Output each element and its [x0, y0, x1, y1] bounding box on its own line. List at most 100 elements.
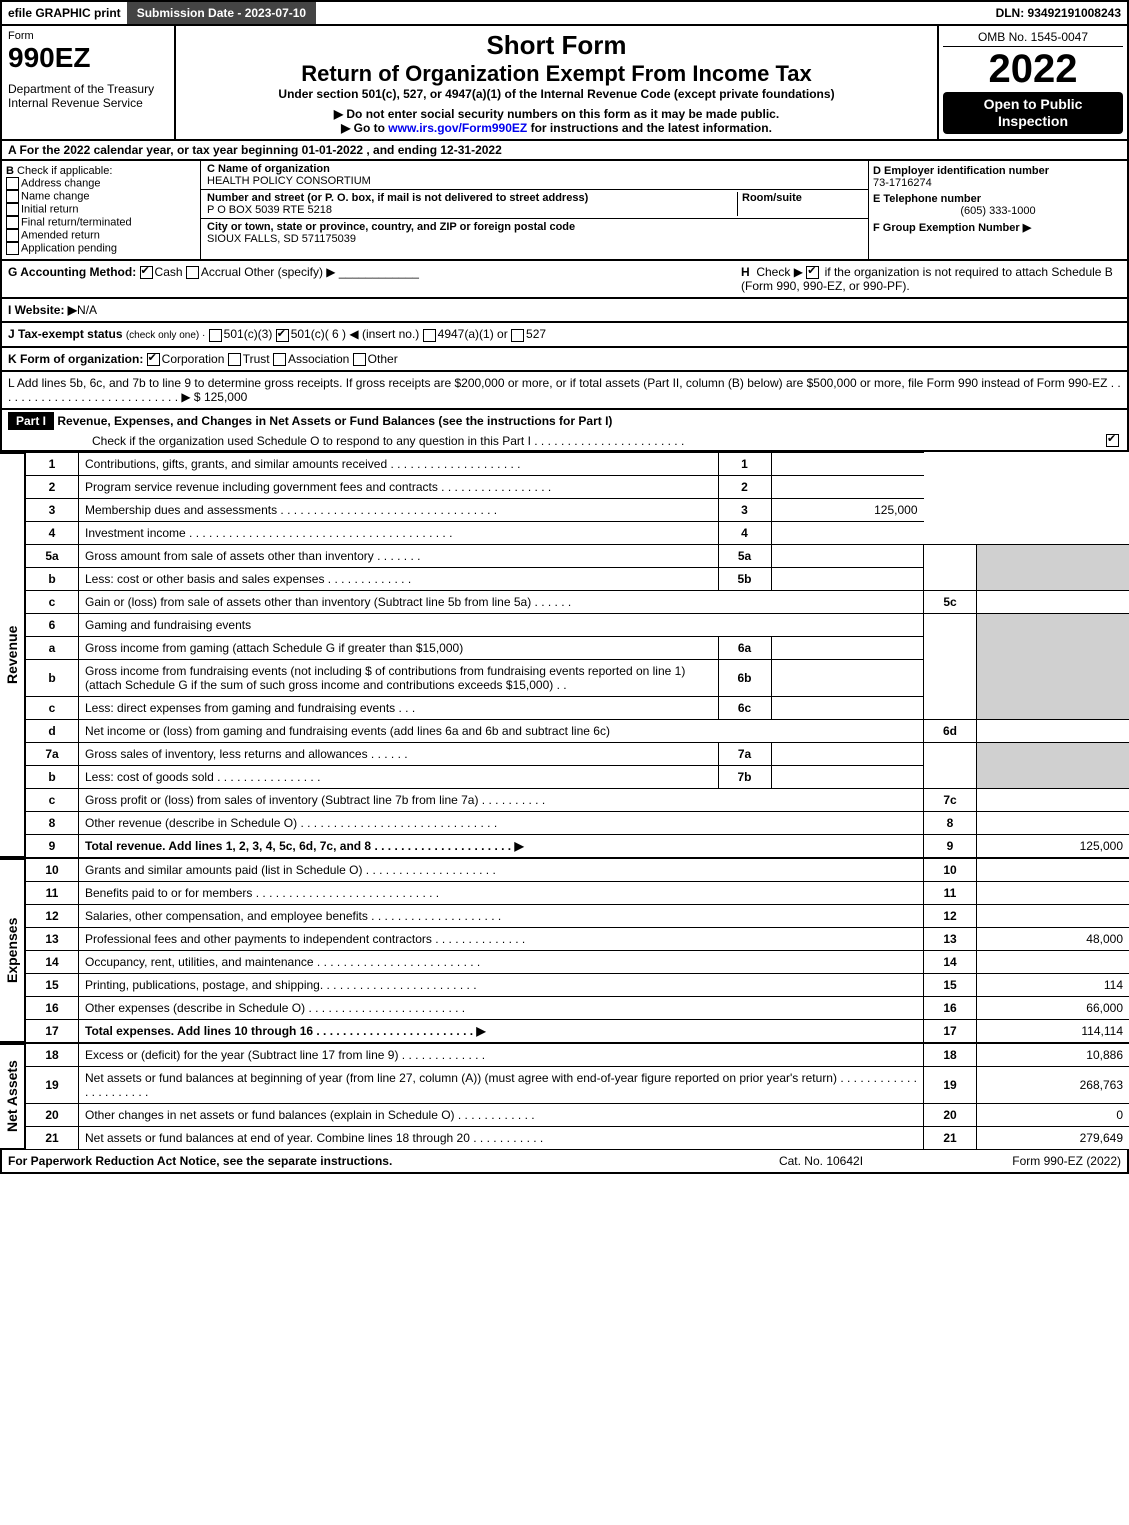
check-schedule-o-part-i[interactable]	[1106, 434, 1119, 447]
line-15: 15Printing, publications, postage, and s…	[26, 973, 1129, 996]
section-b-c-d: B Check if applicable: Address change Na…	[0, 161, 1129, 261]
check-final-return[interactable]	[6, 216, 19, 229]
group-exemption-label: F Group Exemption Number ▶	[873, 221, 1123, 234]
line-13: 13Professional fees and other payments t…	[26, 927, 1129, 950]
open-public-inspection: Open to Public Inspection	[943, 92, 1123, 134]
city-value: SIOUX FALLS, SD 571175039	[207, 233, 356, 245]
under-section: Under section 501(c), 527, or 4947(a)(1)…	[180, 87, 933, 101]
check-501c[interactable]	[276, 329, 289, 342]
omb-number: OMB No. 1545-0047	[943, 30, 1123, 47]
ssn-note: ▶ Do not enter social security numbers o…	[180, 107, 933, 121]
line-8: 8Other revenue (describe in Schedule O) …	[26, 811, 1129, 834]
footer: For Paperwork Reduction Act Notice, see …	[0, 1150, 1129, 1174]
check-schedule-b[interactable]	[806, 266, 819, 279]
phone-value: (605) 333-1000	[873, 205, 1123, 217]
check-address-change[interactable]	[6, 177, 19, 190]
line-20: 20Other changes in net assets or fund ba…	[26, 1103, 1129, 1126]
row-g-h: G Accounting Method: Cash Accrual Other …	[0, 261, 1129, 299]
line-12: 12Salaries, other compensation, and empl…	[26, 904, 1129, 927]
main-title: Return of Organization Exempt From Incom…	[180, 61, 933, 87]
row-l: L Add lines 5b, 6c, and 7b to line 9 to …	[0, 372, 1129, 410]
part-i-subtitle: Check if the organization used Schedule …	[92, 434, 1106, 448]
city-label: City or town, state or province, country…	[207, 221, 575, 233]
line-7c: cGross profit or (loss) from sales of in…	[26, 788, 1129, 811]
line-5a: 5aGross amount from sale of assets other…	[26, 544, 1129, 567]
section-d-e-f: D Employer identification number 73-1716…	[868, 161, 1127, 259]
check-name-change[interactable]	[6, 190, 19, 203]
irs-link[interactable]: www.irs.gov/Form990EZ	[388, 121, 527, 135]
revenue-table: 1Contributions, gifts, grants, and simil…	[26, 452, 1129, 858]
row-i: I Website: ▶N/A	[0, 299, 1129, 323]
phone-label: E Telephone number	[873, 193, 1123, 205]
website-value: N/A	[77, 303, 97, 317]
dept-irs: Internal Revenue Service	[8, 96, 168, 110]
check-other-org[interactable]	[353, 353, 366, 366]
form-center: Short Form Return of Organization Exempt…	[176, 26, 937, 139]
org-name: HEALTH POLICY CONSORTIUM	[207, 175, 371, 187]
net-assets-sidebar: Net Assets	[0, 1043, 26, 1150]
check-amended-return[interactable]	[6, 229, 19, 242]
line-16: 16Other expenses (describe in Schedule O…	[26, 996, 1129, 1019]
revenue-sidebar: Revenue	[0, 452, 26, 858]
line-17: 17Total expenses. Add lines 10 through 1…	[26, 1019, 1129, 1042]
tax-year: 2022	[943, 47, 1123, 92]
efile-print[interactable]: efile GRAPHIC print	[2, 4, 127, 22]
check-accrual[interactable]	[186, 266, 199, 279]
row-j: J Tax-exempt status (check only one) · 5…	[0, 323, 1129, 347]
line-9: 9Total revenue. Add lines 1, 2, 3, 4, 5c…	[26, 834, 1129, 857]
form-left: Form 990EZ Department of the Treasury In…	[2, 26, 176, 139]
line-14: 14Occupancy, rent, utilities, and mainte…	[26, 950, 1129, 973]
line-2: 2Program service revenue including gover…	[26, 475, 1129, 498]
street-value: P O BOX 5039 RTE 5218	[207, 204, 332, 216]
topbar: efile GRAPHIC print Submission Date - 20…	[0, 0, 1129, 26]
section-c: C Name of organization HEALTH POLICY CON…	[201, 161, 868, 259]
line-a: A For the 2022 calendar year, or tax yea…	[0, 141, 1129, 161]
form-right: OMB No. 1545-0047 2022 Open to Public In…	[937, 26, 1127, 139]
line-4: 4Investment income . . . . . . . . . . .…	[26, 521, 1129, 544]
row-k: K Form of organization: Corporation Trus…	[0, 348, 1129, 372]
dept-treasury: Department of the Treasury	[8, 82, 168, 96]
line-11: 11Benefits paid to or for members . . . …	[26, 881, 1129, 904]
check-association[interactable]	[273, 353, 286, 366]
check-corporation[interactable]	[147, 353, 160, 366]
submission-date: Submission Date - 2023-07-10	[127, 2, 316, 24]
net-assets-table: 18Excess or (deficit) for the year (Subt…	[26, 1043, 1129, 1150]
check-initial-return[interactable]	[6, 203, 19, 216]
line-18: 18Excess or (deficit) for the year (Subt…	[26, 1043, 1129, 1066]
goto-note: ▶ Go to www.irs.gov/Form990EZ for instru…	[180, 121, 933, 135]
part-i-header: Part I Revenue, Expenses, and Changes in…	[0, 410, 1129, 452]
form-ref: Form 990-EZ (2022)	[921, 1154, 1121, 1168]
check-501c3[interactable]	[209, 329, 222, 342]
form-label: Form	[8, 30, 168, 42]
paperwork-notice: For Paperwork Reduction Act Notice, see …	[8, 1154, 721, 1168]
form-header: Form 990EZ Department of the Treasury In…	[0, 26, 1129, 141]
check-cash[interactable]	[140, 266, 153, 279]
line-6d: dNet income or (loss) from gaming and fu…	[26, 719, 1129, 742]
line-1: 1Contributions, gifts, grants, and simil…	[26, 452, 1129, 475]
check-trust[interactable]	[228, 353, 241, 366]
line-3: 3Membership dues and assessments . . . .…	[26, 498, 1129, 521]
catalog-number: Cat. No. 10642I	[721, 1154, 921, 1168]
line-7a: 7aGross sales of inventory, less returns…	[26, 742, 1129, 765]
line-6: 6Gaming and fundraising events	[26, 613, 1129, 636]
room-label: Room/suite	[742, 192, 802, 204]
line-21: 21Net assets or fund balances at end of …	[26, 1126, 1129, 1149]
line-5c: cGain or (loss) from sale of assets othe…	[26, 590, 1129, 613]
form-number: 990EZ	[8, 42, 168, 74]
check-4947[interactable]	[423, 329, 436, 342]
ein-label: D Employer identification number	[873, 165, 1123, 177]
line-10: 10Grants and similar amounts paid (list …	[26, 858, 1129, 881]
street-label: Number and street (or P. O. box, if mail…	[207, 192, 588, 204]
line-19: 19Net assets or fund balances at beginni…	[26, 1066, 1129, 1103]
c-name-label: C Name of organization	[207, 163, 330, 175]
part-i-title: Revenue, Expenses, and Changes in Net As…	[57, 414, 612, 428]
check-527[interactable]	[511, 329, 524, 342]
short-form-title: Short Form	[180, 30, 933, 61]
check-application-pending[interactable]	[6, 242, 19, 255]
expenses-table: 10Grants and similar amounts paid (list …	[26, 858, 1129, 1043]
section-b: B Check if applicable: Address change Na…	[2, 161, 201, 259]
ein-value: 73-1716274	[873, 177, 1123, 189]
expenses-sidebar: Expenses	[0, 858, 26, 1043]
dln: DLN: 93492191008243	[996, 6, 1127, 20]
part-i-label: Part I	[8, 412, 54, 430]
